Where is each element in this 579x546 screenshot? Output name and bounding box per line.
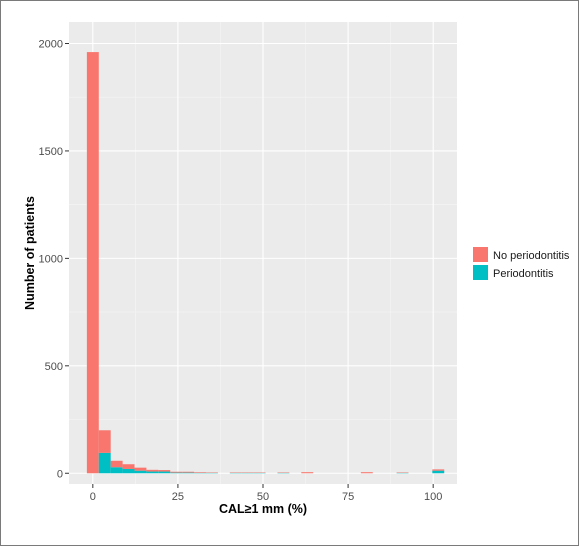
bar-no-periodontitis (134, 467, 147, 471)
legend-label: No periodontitis (493, 250, 570, 262)
bar-periodontitis (122, 468, 135, 474)
bar-periodontitis (98, 452, 111, 474)
bar-periodontitis (170, 472, 183, 474)
bar-no-periodontitis (194, 472, 206, 473)
y-tick-label: 2000 (39, 38, 63, 50)
x-tick-label: 75 (342, 491, 354, 503)
y-tick-label: 500 (45, 361, 63, 373)
bar-periodontitis (134, 470, 147, 474)
bar-periodontitis (158, 471, 171, 474)
bar-no-periodontitis (432, 469, 445, 471)
bar-no-periodontitis (360, 472, 373, 474)
bar-no-periodontitis (182, 471, 195, 473)
bar-periodontitis (182, 472, 195, 474)
y-axis: 0 500 1000 1500 2000 (39, 38, 69, 480)
bar-periodontitis (110, 467, 123, 474)
x-tick-label: 0 (90, 491, 96, 503)
bar-no-periodontitis (146, 469, 159, 472)
legend-key (473, 265, 488, 280)
y-axis-title: Number of patients (23, 196, 37, 310)
x-tick-label: 100 (424, 491, 442, 503)
bar-no-periodontitis (158, 470, 171, 472)
bar-no-periodontitis (170, 471, 183, 473)
bar-no-periodontitis (98, 430, 111, 453)
legend-label: Periodontitis (493, 268, 554, 280)
y-tick-label: 0 (57, 468, 63, 480)
bars (86, 52, 445, 474)
bar-no-periodontitis (110, 460, 123, 468)
x-axis-title: CAL≥1 mm (%) (219, 502, 307, 516)
y-tick-label: 1500 (39, 146, 63, 158)
bar-no-periodontitis (122, 464, 135, 469)
x-tick-label: 50 (257, 491, 269, 503)
x-axis: 0 25 50 75 100 (90, 484, 442, 503)
x-tick-label: 25 (172, 491, 184, 503)
bar-no-periodontitis (301, 472, 314, 474)
bar-no-periodontitis (86, 52, 99, 474)
legend: No periodontitis Periodontitis (473, 247, 570, 280)
legend-key (473, 247, 488, 262)
bar-periodontitis (432, 470, 445, 474)
bar-periodontitis (146, 471, 159, 474)
y-tick-label: 1000 (39, 253, 63, 265)
